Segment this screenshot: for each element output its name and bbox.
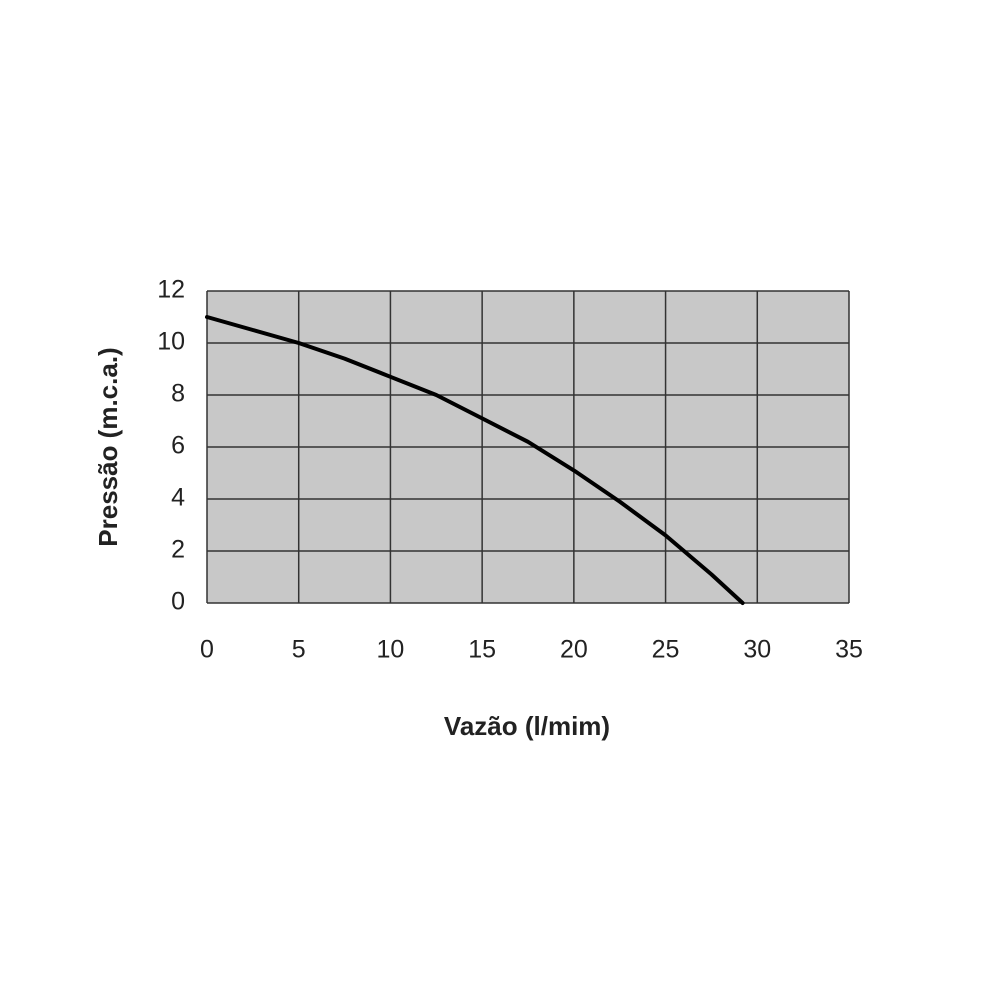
x-axis-title: Vazão (l/mim) — [444, 711, 610, 741]
y-tick-label: 0 — [171, 588, 185, 616]
x-tick-label: 10 — [377, 636, 405, 664]
line — [205, 315, 745, 605]
x-tick-label: 5 — [292, 636, 306, 664]
y-tick-label: 2 — [171, 536, 185, 564]
y-tick-label: 6 — [171, 432, 185, 460]
y-tick-label: 4 — [171, 484, 185, 512]
y-tick-label: 12 — [157, 276, 185, 304]
x-tick-label: 35 — [835, 636, 863, 664]
x-tick-label: 25 — [652, 636, 680, 664]
x-tick-label: 30 — [743, 636, 771, 664]
x-tick-label: 20 — [560, 636, 588, 664]
y-tick-label: 8 — [171, 380, 185, 408]
x-tick-label: 0 — [200, 636, 214, 664]
y-tick-label: 10 — [157, 328, 185, 356]
x-tick-label: 15 — [468, 636, 496, 664]
y-axis-title: Pressão (m.c.a.) — [93, 347, 123, 546]
